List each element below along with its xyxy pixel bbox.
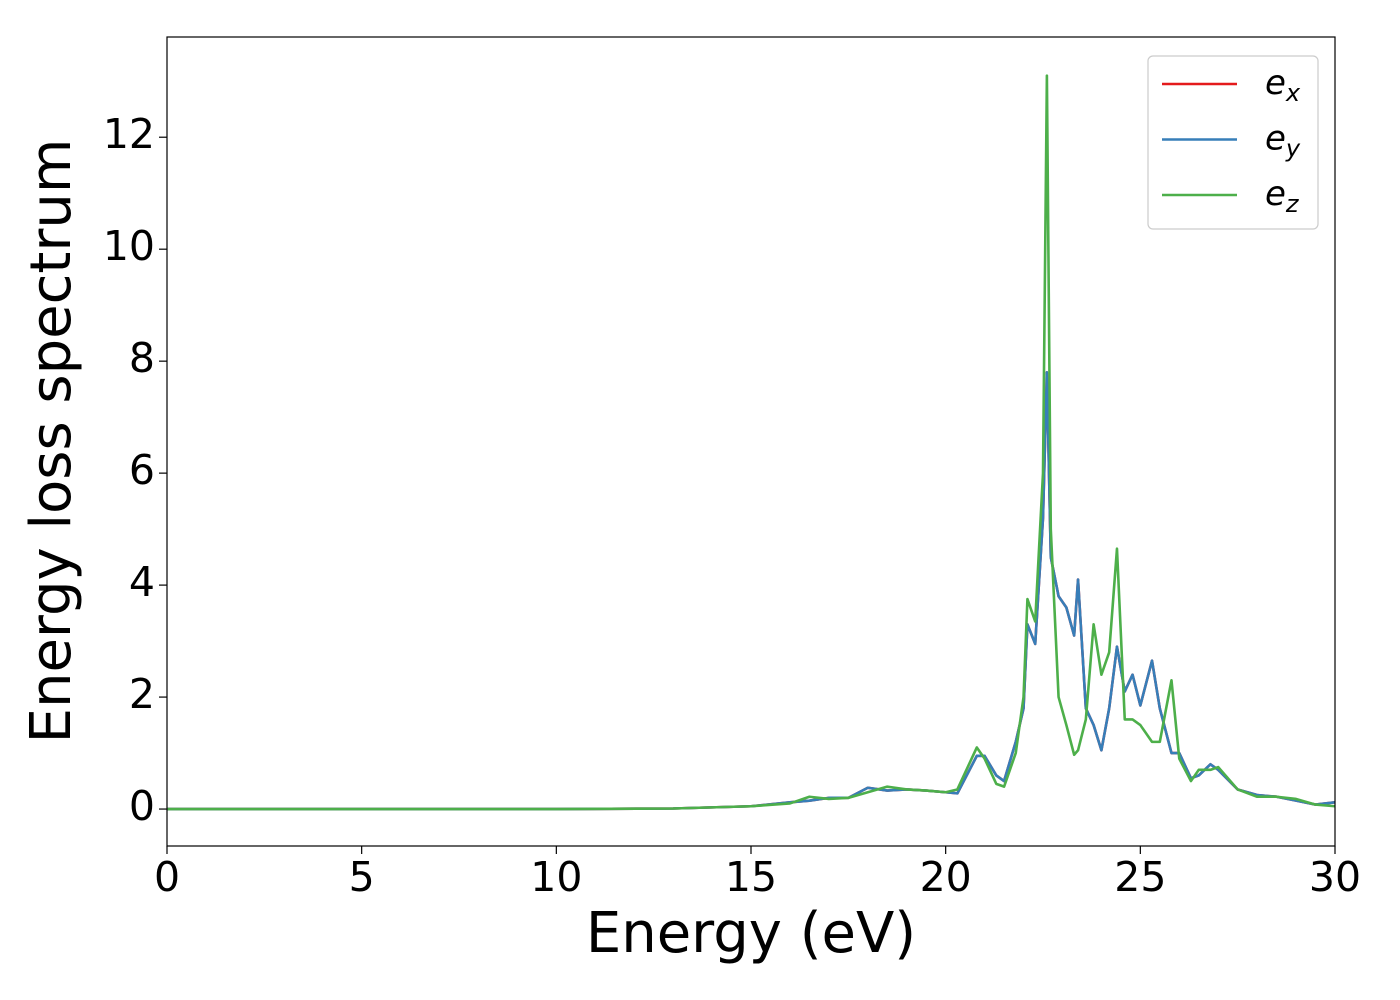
y-tick-label: 10: [103, 222, 155, 270]
y-tick-label: 6: [129, 446, 155, 494]
x-tick-label: 15: [725, 853, 777, 901]
x-tick-label: 5: [349, 853, 375, 901]
y-tick-label: 4: [129, 558, 155, 606]
y-axis-label: Energy loss spectrum: [19, 139, 84, 744]
x-tick-label: 20: [920, 853, 972, 901]
x-tick-label: 10: [530, 853, 582, 901]
y-tick-label: 12: [103, 110, 155, 158]
legend-label: ez: [1265, 174, 1300, 219]
y-tick-label: 8: [129, 334, 155, 382]
legend-label: ey: [1265, 118, 1301, 163]
x-tick-label: 30: [1309, 853, 1361, 901]
x-axis-label: Energy (eV): [586, 901, 916, 966]
legend-label: ex: [1265, 63, 1301, 108]
plot-frame: [166, 36, 1336, 847]
legend-box: [1147, 55, 1319, 230]
x-tick-label: 25: [1114, 853, 1166, 901]
y-tick-label: 0: [129, 782, 155, 830]
x-tick-label: 0: [154, 853, 180, 901]
data-line: [167, 74, 1335, 811]
y-tick-label: 2: [129, 670, 155, 718]
